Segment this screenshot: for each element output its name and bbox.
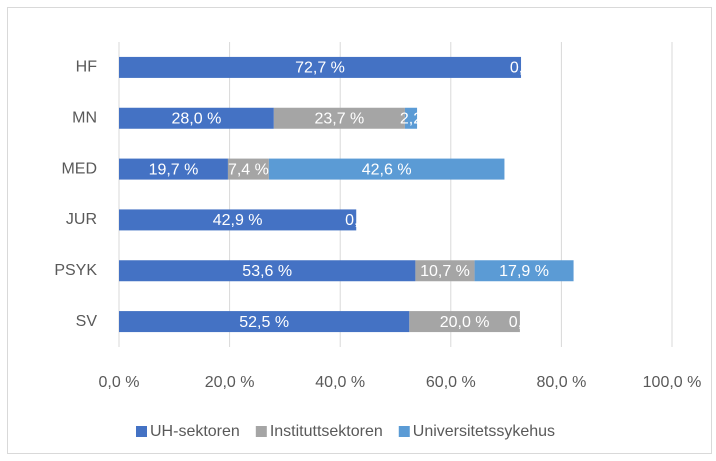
data-label: 20,0 % <box>440 314 490 331</box>
bar-segment <box>227 158 269 180</box>
data-label: 0,0 <box>509 314 531 331</box>
data-label: 52,5 % <box>239 314 289 331</box>
data-label: 19,7 % <box>149 161 199 178</box>
bar-segment <box>119 260 416 282</box>
x-tick-label: 100,0 % <box>643 374 702 391</box>
x-tick-label: 80,0 % <box>536 374 586 391</box>
legend-swatch <box>136 426 147 437</box>
bar-segment <box>119 56 522 78</box>
bar-segment <box>268 158 505 180</box>
bar-segment <box>119 107 274 129</box>
data-label: 0,0 <box>345 212 367 229</box>
legend-label: Universitetssykehus <box>413 423 555 440</box>
y-tick-label: MED <box>61 160 97 177</box>
bar-segment <box>474 260 574 282</box>
data-label: 10,7 % <box>420 263 470 280</box>
y-tick-label: JUR <box>66 211 97 228</box>
bar-segment <box>119 209 357 231</box>
legend-label: UH-sektoren <box>150 423 240 440</box>
y-tick-label: MN <box>72 109 97 126</box>
data-label: 2,2 <box>400 110 422 127</box>
x-tick-label: 40,0 % <box>315 374 365 391</box>
y-tick-label: PSYK <box>54 262 97 279</box>
bar-segment <box>119 158 228 180</box>
data-label: 72,7 % <box>295 60 345 77</box>
data-label: 28,0 % <box>172 110 222 127</box>
legend-swatch <box>398 426 410 437</box>
y-tick-label: HF <box>76 59 98 76</box>
x-tick-label: 20,0 % <box>205 374 255 391</box>
chart-border <box>7 7 712 454</box>
bar-segment <box>119 311 410 333</box>
data-label: 17,9 % <box>499 263 549 280</box>
bar-segment <box>273 107 405 129</box>
legend-swatch <box>255 426 267 437</box>
x-tick-label: 60,0 % <box>426 374 476 391</box>
x-tick-label: 0,0 % <box>99 374 140 391</box>
bar-segment <box>415 260 475 282</box>
data-label: 42,9 % <box>213 212 263 229</box>
data-label: 23,7 % <box>314 110 364 127</box>
data-label: 53,6 % <box>242 263 292 280</box>
y-tick-label: SV <box>76 313 98 330</box>
data-label: 7,4 % <box>228 161 269 178</box>
data-label: 42,6 % <box>362 161 412 178</box>
legend-label: Instituttsektoren <box>270 423 383 440</box>
data-label: 0,0 <box>510 60 532 77</box>
bar-segment <box>409 311 520 333</box>
bar-segment <box>404 107 418 129</box>
